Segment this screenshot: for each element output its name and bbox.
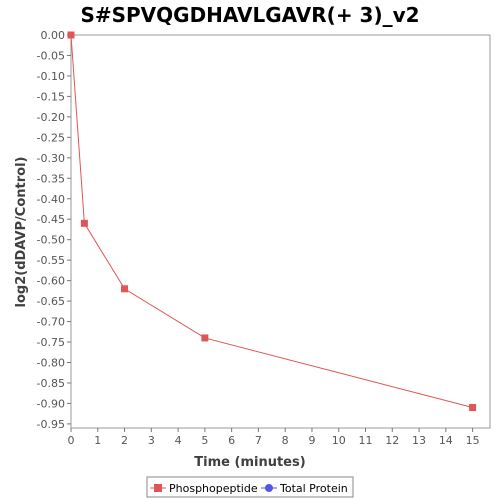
x-tick-label: 12	[385, 434, 399, 447]
x-tick-label: 8	[282, 434, 289, 447]
y-tick-label: -0.85	[37, 377, 65, 390]
x-tick-label: 9	[308, 434, 315, 447]
y-tick-label: -0.30	[37, 152, 65, 165]
legend-total-protein-label: Total Protein	[279, 482, 348, 495]
y-tick-label: -0.35	[37, 172, 65, 185]
chart-title: S#SPVQGDHAVLGAVR(+ 3)_v2	[80, 3, 419, 27]
y-tick-label: -0.60	[37, 275, 65, 288]
legend-phosphopeptide-marker	[154, 484, 162, 492]
y-tick-label: -0.55	[37, 254, 65, 267]
x-tick-label: 10	[332, 434, 346, 447]
x-tick-label: 0	[68, 434, 75, 447]
y-tick-label: -0.40	[37, 193, 65, 206]
y-tick-label: -0.45	[37, 213, 65, 226]
x-tick-label: 6	[228, 434, 235, 447]
y-tick-label: -0.10	[37, 70, 65, 83]
x-tick-label: 14	[439, 434, 453, 447]
x-tick-label: 4	[175, 434, 182, 447]
y-axis-label: log2(dDAVP/Control)	[14, 157, 29, 308]
data-point	[121, 285, 129, 293]
series-layer	[67, 31, 477, 412]
data-point	[80, 219, 88, 227]
y-tick-label: -0.65	[37, 295, 65, 308]
legend-phosphopeptide-label: Phosphopeptide	[169, 482, 258, 495]
x-tick-label: 3	[148, 434, 155, 447]
x-tick-label: 5	[201, 434, 208, 447]
y-tick-label: -0.90	[37, 397, 65, 410]
y-tick-label: 0.00	[41, 29, 66, 42]
plot-area	[70, 34, 491, 429]
y-tick-label: -0.05	[37, 49, 65, 62]
legend: Phosphopeptide Total Protein	[146, 476, 354, 498]
y-tick-label: -0.20	[37, 111, 65, 124]
data-point	[469, 404, 477, 412]
x-tick-label: 13	[412, 434, 426, 447]
x-tick-label: 11	[359, 434, 373, 447]
y-tick-label: -0.50	[37, 234, 65, 247]
y-tick-label: -0.70	[37, 316, 65, 329]
x-tick-label: 2	[121, 434, 128, 447]
x-tick-label: 1	[94, 434, 101, 447]
data-point	[67, 31, 75, 39]
y-tick-label: -0.80	[37, 357, 65, 370]
y-axis: 0.00 -0.05 -0.10 -0.15 -0.20 -0.25 -0.30 -0.35 -…	[37, 29, 71, 431]
y-tick-label: -0.25	[37, 131, 65, 144]
x-axis: 0 1 2 3 4 5 6 7 8 9 10 11 12 13 14 15	[68, 428, 480, 447]
y-tick-label: -0.15	[37, 90, 65, 103]
x-axis-label: Time (minutes)	[194, 455, 305, 470]
legend-box	[146, 476, 354, 498]
x-tick-label: 15	[466, 434, 480, 447]
legend-total-protein-marker	[265, 484, 273, 492]
x-tick-label: 7	[255, 434, 262, 447]
y-tick-label: -0.95	[37, 418, 65, 431]
data-point	[201, 334, 209, 342]
y-tick-label: -0.75	[37, 336, 65, 349]
